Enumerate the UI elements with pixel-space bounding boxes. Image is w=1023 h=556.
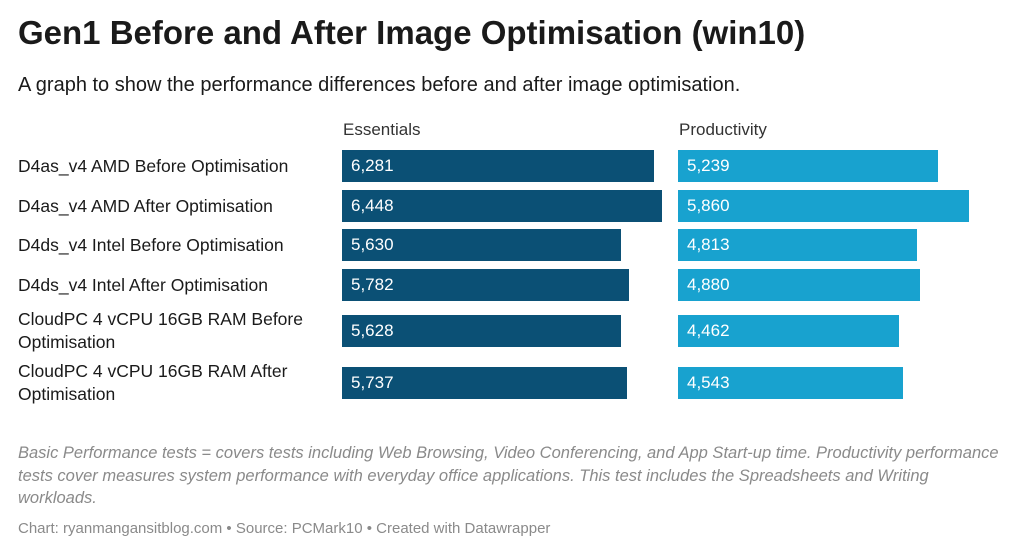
series-header-productivity: Productivity — [679, 120, 767, 139]
bar-value-label: 4,813 — [687, 235, 730, 254]
bar-essentials — [342, 315, 621, 347]
chart-title: Gen1 Before and After Image Optimisation… — [18, 14, 806, 51]
series-header-essentials: Essentials — [343, 120, 421, 139]
category-label: D4ds_v4 Intel Before Optimisation — [18, 235, 284, 255]
category-label: CloudPC 4 vCPU 16GB RAM After Optimisati… — [18, 361, 288, 404]
bar-essentials — [342, 190, 662, 222]
chart-footer: Chart: ryanmangansitblog.com • Source: P… — [18, 520, 551, 537]
bar-essentials — [342, 367, 627, 399]
bar-productivity — [678, 315, 899, 347]
bar-value-label: 5,628 — [351, 321, 394, 340]
bar-productivity — [678, 229, 917, 261]
bar-essentials — [342, 150, 654, 182]
bar-productivity — [678, 150, 938, 182]
bar-productivity — [678, 190, 969, 222]
bar-productivity — [678, 367, 903, 399]
bar-value-label: 5,630 — [351, 235, 394, 254]
bar-value-label: 6,281 — [351, 156, 394, 175]
category-label: D4as_v4 AMD After Optimisation — [18, 196, 273, 216]
bar-productivity — [678, 269, 920, 301]
category-label: D4as_v4 AMD Before Optimisation — [18, 156, 289, 176]
bar-essentials — [342, 269, 629, 301]
chart-notes: Basic Performance tests = covers tests i… — [18, 444, 999, 507]
bar-value-label: 4,880 — [687, 275, 730, 294]
bar-essentials — [342, 229, 621, 261]
chart-subtitle: A graph to show the performance differen… — [18, 74, 741, 96]
category-label: CloudPC 4 vCPU 16GB RAM Before Optimisat… — [18, 309, 303, 352]
bar-value-label: 6,448 — [351, 196, 394, 215]
category-label: D4ds_v4 Intel After Optimisation — [18, 275, 268, 295]
bar-value-label: 5,782 — [351, 275, 394, 294]
bar-value-label: 5,239 — [687, 156, 730, 175]
bar-value-label: 4,462 — [687, 321, 730, 340]
bar-value-label: 4,543 — [687, 373, 730, 392]
bar-value-label: 5,860 — [687, 196, 730, 215]
bar-value-label: 5,737 — [351, 373, 394, 392]
